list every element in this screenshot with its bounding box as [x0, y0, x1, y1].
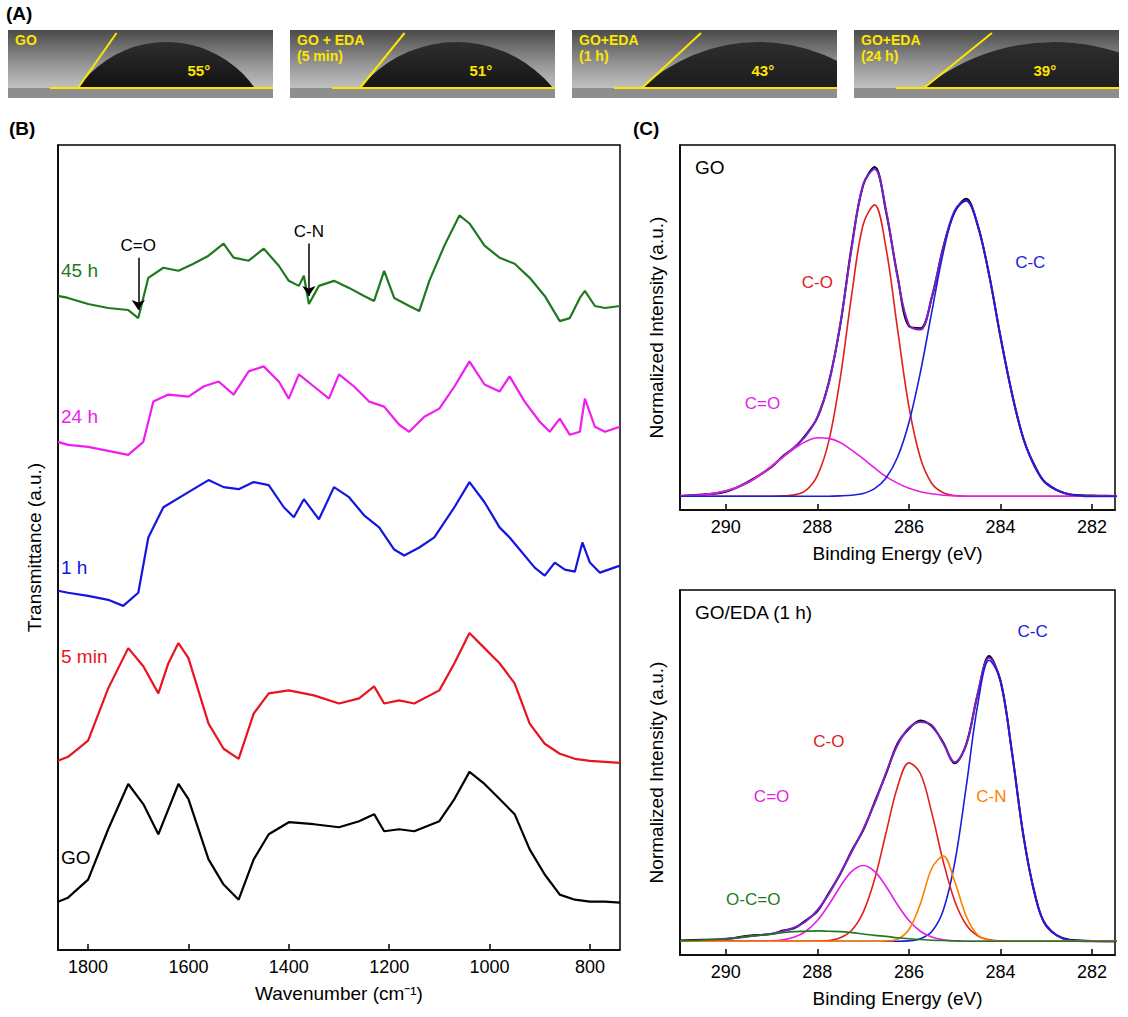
- svg-text:GO+EDA: GO+EDA: [579, 32, 639, 48]
- svg-text:Binding Energy (eV): Binding Energy (eV): [812, 543, 982, 564]
- svg-text:(A): (A): [6, 3, 32, 24]
- svg-text:Transmittance (a.u.): Transmittance (a.u.): [24, 463, 45, 632]
- svg-text:(1 h): (1 h): [579, 48, 609, 64]
- svg-text:GO + EDA: GO + EDA: [297, 32, 364, 48]
- svg-text:GO+EDA: GO+EDA: [861, 32, 921, 48]
- svg-text:43°: 43°: [751, 62, 774, 79]
- svg-text:C-O: C-O: [802, 273, 833, 292]
- svg-text:O-C=O: O-C=O: [726, 890, 780, 909]
- svg-text:C-N: C-N: [294, 222, 324, 241]
- svg-text:1600: 1600: [168, 957, 208, 977]
- svg-text:C=O: C=O: [754, 787, 789, 806]
- svg-text:GO: GO: [695, 157, 725, 178]
- svg-text:C-C: C-C: [1017, 622, 1047, 641]
- svg-text:GO: GO: [61, 847, 91, 868]
- svg-text:(C): (C): [633, 118, 659, 139]
- svg-text:55°: 55°: [187, 62, 210, 79]
- svg-text:286: 286: [894, 962, 924, 982]
- svg-text:288: 288: [802, 962, 832, 982]
- svg-text:(B): (B): [9, 118, 35, 139]
- svg-text:284: 284: [986, 962, 1016, 982]
- svg-text:1200: 1200: [369, 957, 409, 977]
- svg-text:1 h: 1 h: [61, 557, 87, 578]
- svg-text:290: 290: [711, 962, 741, 982]
- svg-text:1800: 1800: [68, 957, 108, 977]
- svg-text:Normalized Intensity (a.u.): Normalized Intensity (a.u.): [646, 217, 667, 439]
- svg-text:C-C: C-C: [1015, 253, 1045, 272]
- svg-text:282: 282: [1077, 517, 1107, 537]
- svg-text:(24 h): (24 h): [861, 48, 898, 64]
- svg-text:1000: 1000: [470, 957, 510, 977]
- svg-text:1400: 1400: [269, 957, 309, 977]
- svg-text:C-N: C-N: [976, 787, 1006, 806]
- svg-text:5 min: 5 min: [61, 646, 107, 667]
- svg-text:24 h: 24 h: [61, 406, 98, 427]
- svg-text:Wavenumber (cm⁻¹): Wavenumber (cm⁻¹): [255, 983, 423, 1004]
- svg-text:C-O: C-O: [813, 732, 844, 751]
- svg-text:(5 min): (5 min): [297, 48, 343, 64]
- svg-text:45 h: 45 h: [61, 260, 98, 281]
- svg-text:284: 284: [986, 517, 1016, 537]
- svg-text:Normalized Intensity (a.u.): Normalized Intensity (a.u.): [646, 662, 667, 884]
- svg-text:282: 282: [1077, 962, 1107, 982]
- svg-text:C=O: C=O: [745, 394, 780, 413]
- svg-text:39°: 39°: [1033, 62, 1056, 79]
- svg-text:286: 286: [894, 517, 924, 537]
- svg-text:Binding Energy (eV): Binding Energy (eV): [812, 988, 982, 1009]
- svg-text:51°: 51°: [469, 62, 492, 79]
- svg-text:288: 288: [802, 517, 832, 537]
- svg-text:GO: GO: [15, 32, 37, 48]
- svg-text:C=O: C=O: [121, 236, 156, 255]
- svg-text:GO/EDA (1 h): GO/EDA (1 h): [695, 602, 812, 623]
- svg-text:800: 800: [575, 957, 605, 977]
- svg-text:290: 290: [711, 517, 741, 537]
